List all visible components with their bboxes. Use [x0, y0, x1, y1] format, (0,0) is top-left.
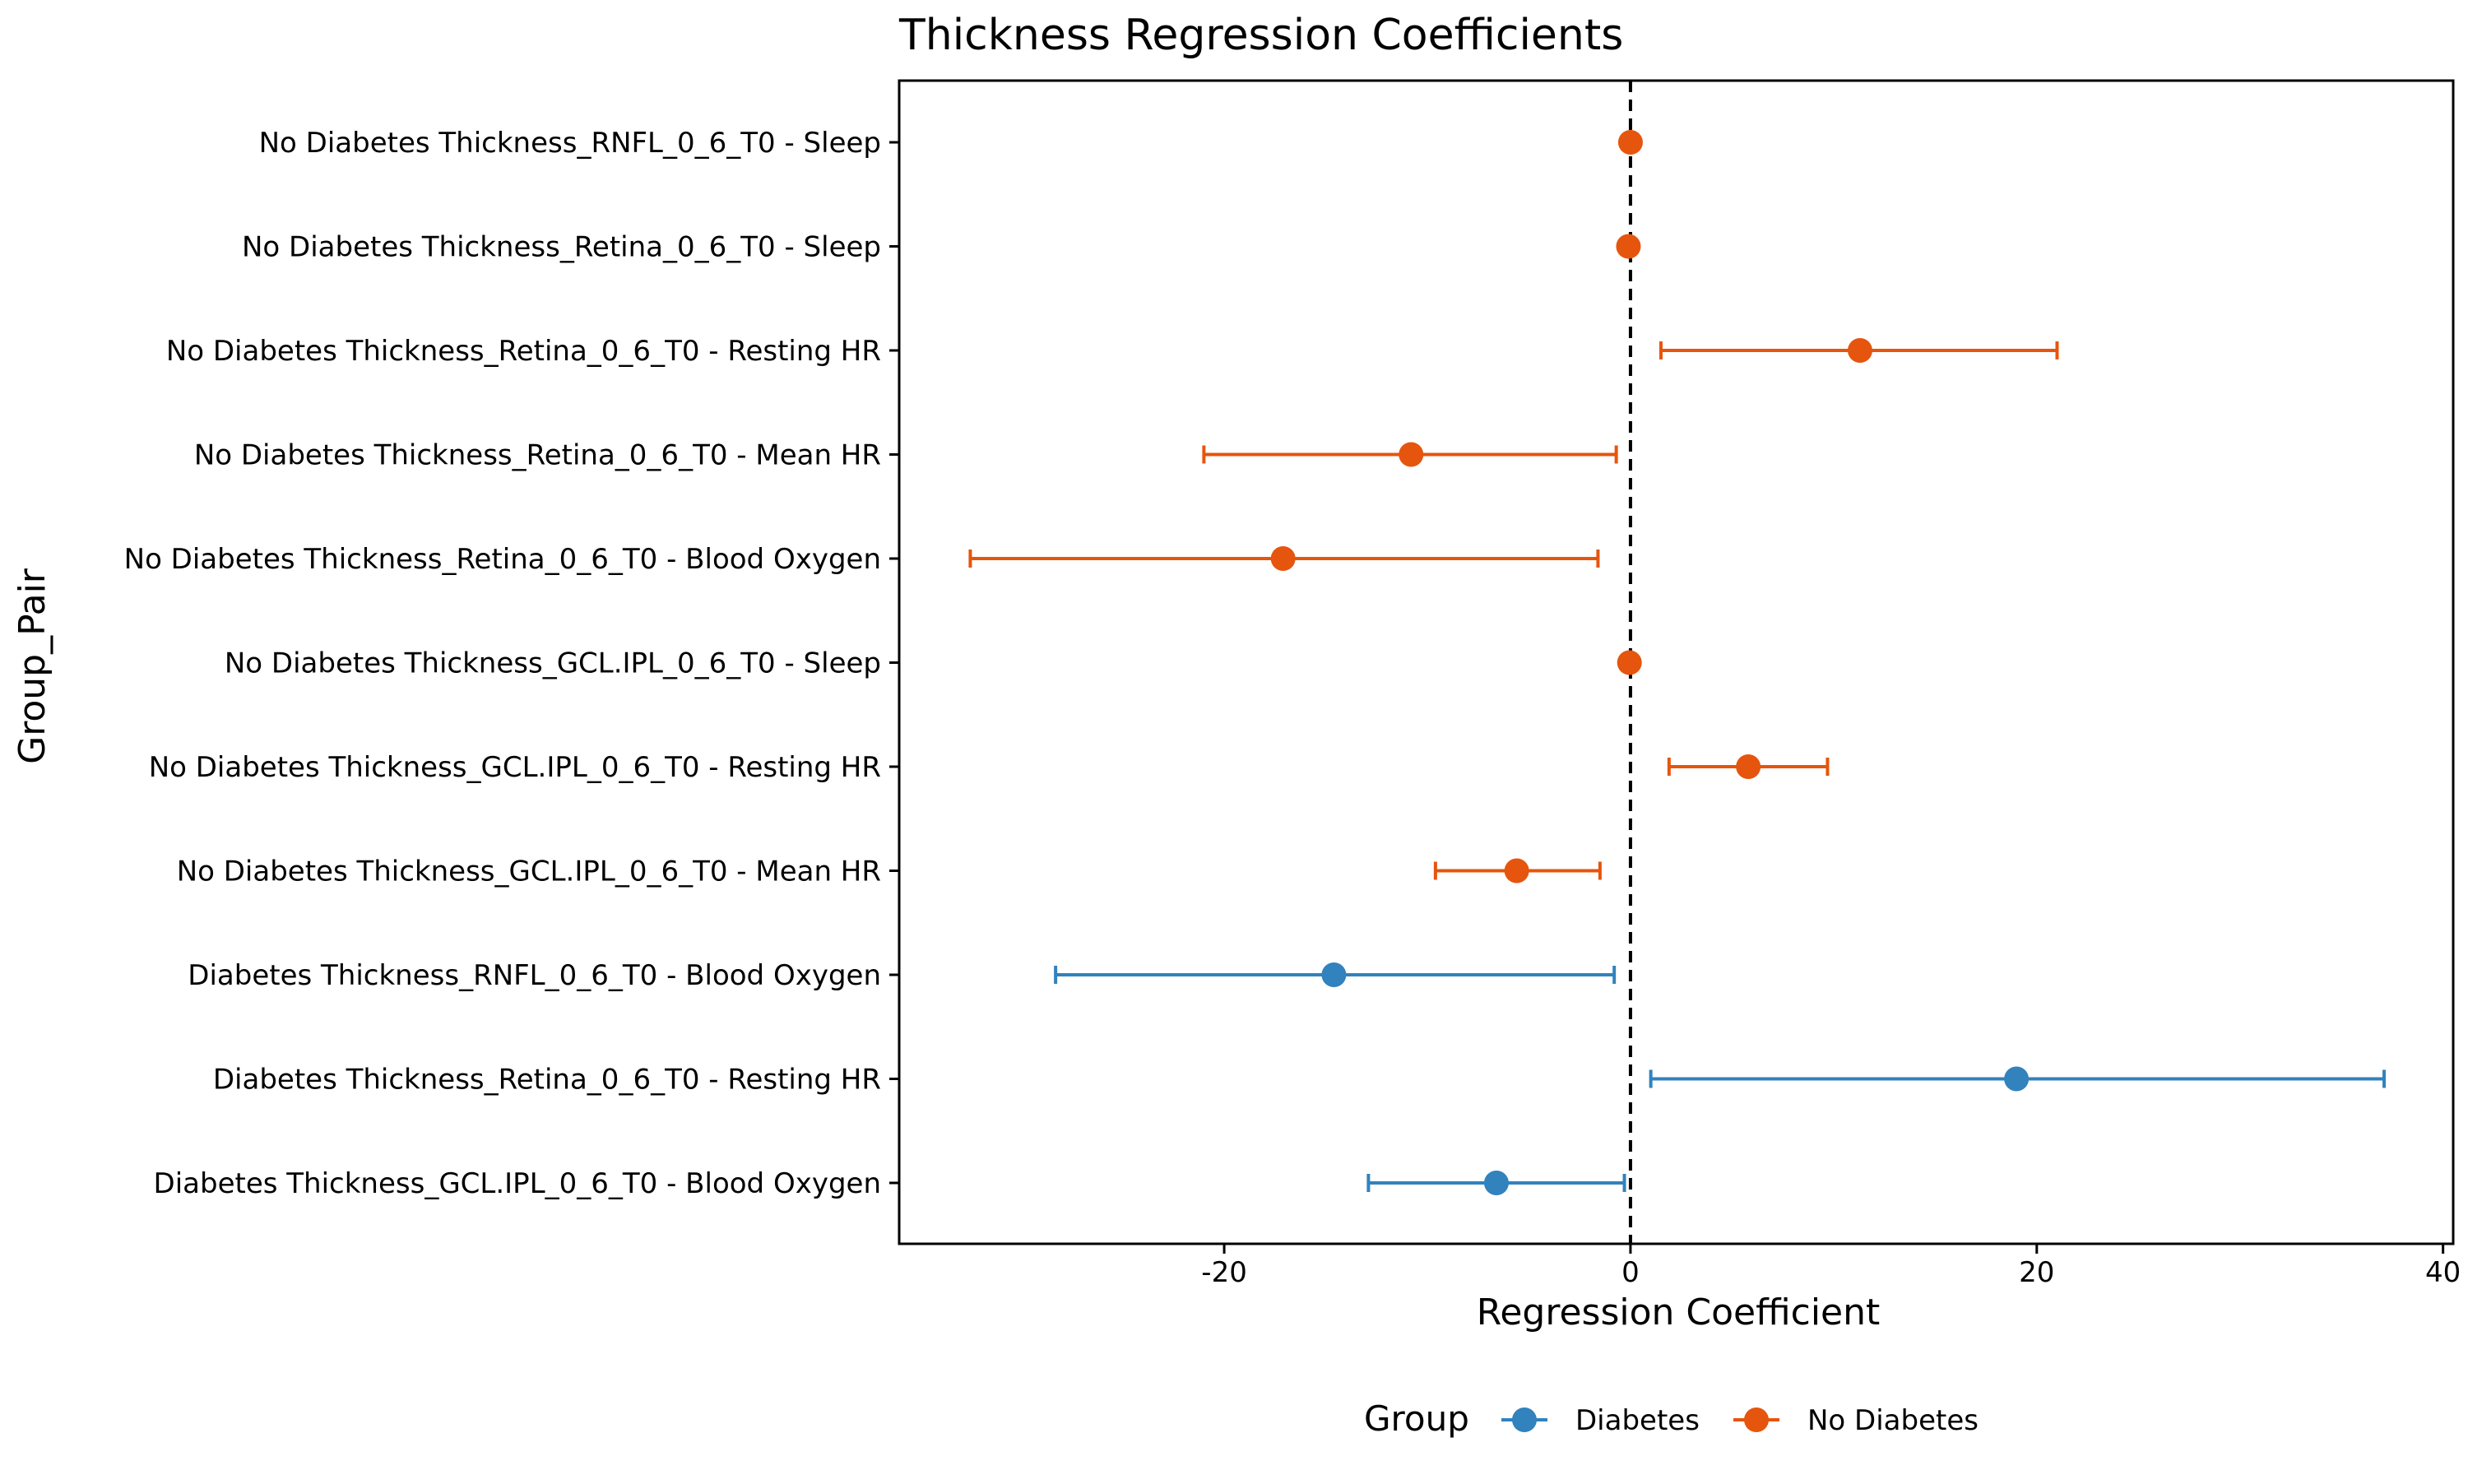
- y-tick-label: No Diabetes Thickness_Retina_0_6_T0 - Me…: [194, 439, 881, 472]
- x-tick-label: 20: [2019, 1256, 2054, 1289]
- legend-marker: [1744, 1407, 1769, 1432]
- y-tick-label: Diabetes Thickness_RNFL_0_6_T0 - Blood O…: [188, 959, 881, 992]
- x-tick-label: 0: [1621, 1256, 1640, 1289]
- legend-title: Group: [1364, 1398, 1469, 1439]
- y-tick-label: No Diabetes Thickness_Retina_0_6_T0 - Sl…: [242, 231, 881, 264]
- x-axis-title: Regression Coefficient: [1477, 1292, 1881, 1333]
- legend: Group Diabetes No Diabetes: [1364, 1398, 1979, 1439]
- y-tick-label: No Diabetes Thickness_RNFL_0_6_T0 - Slee…: [259, 127, 881, 160]
- estimate-point: [1270, 546, 1296, 571]
- legend-label: Diabetes: [1575, 1404, 1700, 1437]
- estimate-point: [1617, 130, 1643, 155]
- chart-title: Thickness Regression Coefficients: [898, 11, 1623, 60]
- estimate-point: [1617, 650, 1642, 675]
- y-tick-label: Diabetes Thickness_GCL.IPL_0_6_T0 - Bloo…: [154, 1167, 881, 1200]
- y-tick-label: No Diabetes Thickness_GCL.IPL_0_6_T0 - M…: [177, 856, 881, 888]
- estimate-point: [1504, 858, 1529, 883]
- estimate-point: [2004, 1066, 2030, 1092]
- y-tick-label: No Diabetes Thickness_GCL.IPL_0_6_T0 - S…: [225, 647, 881, 680]
- plot-area: -20 0 20 40 No Diabetes Thickness_RNFL_0_6_T…: [124, 79, 2461, 1289]
- y-axis-title: Group_Pair: [12, 568, 53, 764]
- y-tick-label: Diabetes Thickness_Retina_0_6_T0 - Resti…: [213, 1064, 881, 1097]
- estimate-point: [1616, 234, 1641, 259]
- x-tick-label: -20: [1201, 1256, 1247, 1289]
- estimate-point: [1483, 1171, 1509, 1195]
- y-tick-label: No Diabetes Thickness_GCL.IPL_0_6_T0 - R…: [149, 751, 881, 784]
- estimate-point: [1399, 442, 1424, 467]
- plot-panel-border: [898, 79, 2455, 1245]
- y-tick-label: No Diabetes Thickness_Retina_0_6_T0 - Re…: [166, 335, 881, 368]
- legend-marker: [1512, 1407, 1537, 1432]
- estimate-point: [1321, 962, 1347, 987]
- x-tick-label: 40: [2425, 1256, 2461, 1289]
- legend-label: No Diabetes: [1807, 1404, 1979, 1437]
- estimate-point: [1847, 338, 1872, 363]
- estimate-point: [1736, 754, 1761, 779]
- y-tick-label: No Diabetes Thickness_Retina_0_6_T0 - Bl…: [124, 543, 881, 576]
